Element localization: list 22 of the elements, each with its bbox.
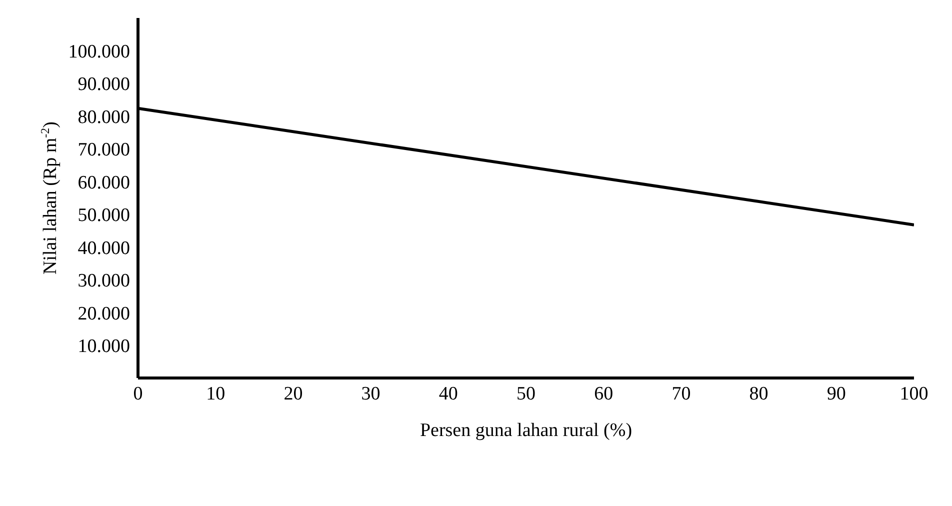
y-tick-label: 30.000 xyxy=(78,270,130,292)
x-tick-label: 60 xyxy=(594,383,614,404)
x-axis-title: Persen guna lahan rural (%) xyxy=(420,420,632,441)
y-tick-label: 60.000 xyxy=(78,172,130,194)
y-tick-label: 10.000 xyxy=(78,336,130,358)
x-tick-label: 100 xyxy=(900,383,928,404)
y-tick-label: 20.000 xyxy=(78,303,130,324)
x-tick-label: 80 xyxy=(749,383,768,404)
y-tick-label: 80.000 xyxy=(78,106,130,128)
y-tick-label: 90.000 xyxy=(78,74,130,96)
x-tick-label: 30 xyxy=(361,383,380,404)
y-tick-label: 70.000 xyxy=(78,140,130,161)
x-tick-label: 90 xyxy=(826,383,846,404)
y-tick-label: 100.000 xyxy=(68,41,130,62)
x-tick-label: 50 xyxy=(516,383,536,404)
x-tick-label: 40 xyxy=(438,383,458,404)
x-tick-label: 10 xyxy=(206,383,226,404)
x-tick-label: 70 xyxy=(672,383,691,404)
y-tick-label: 40.000 xyxy=(78,238,130,259)
x-tick-label: 0 xyxy=(133,383,143,404)
x-tick-label: 20 xyxy=(284,383,303,404)
y-tick-label: 50.000 xyxy=(78,205,130,226)
